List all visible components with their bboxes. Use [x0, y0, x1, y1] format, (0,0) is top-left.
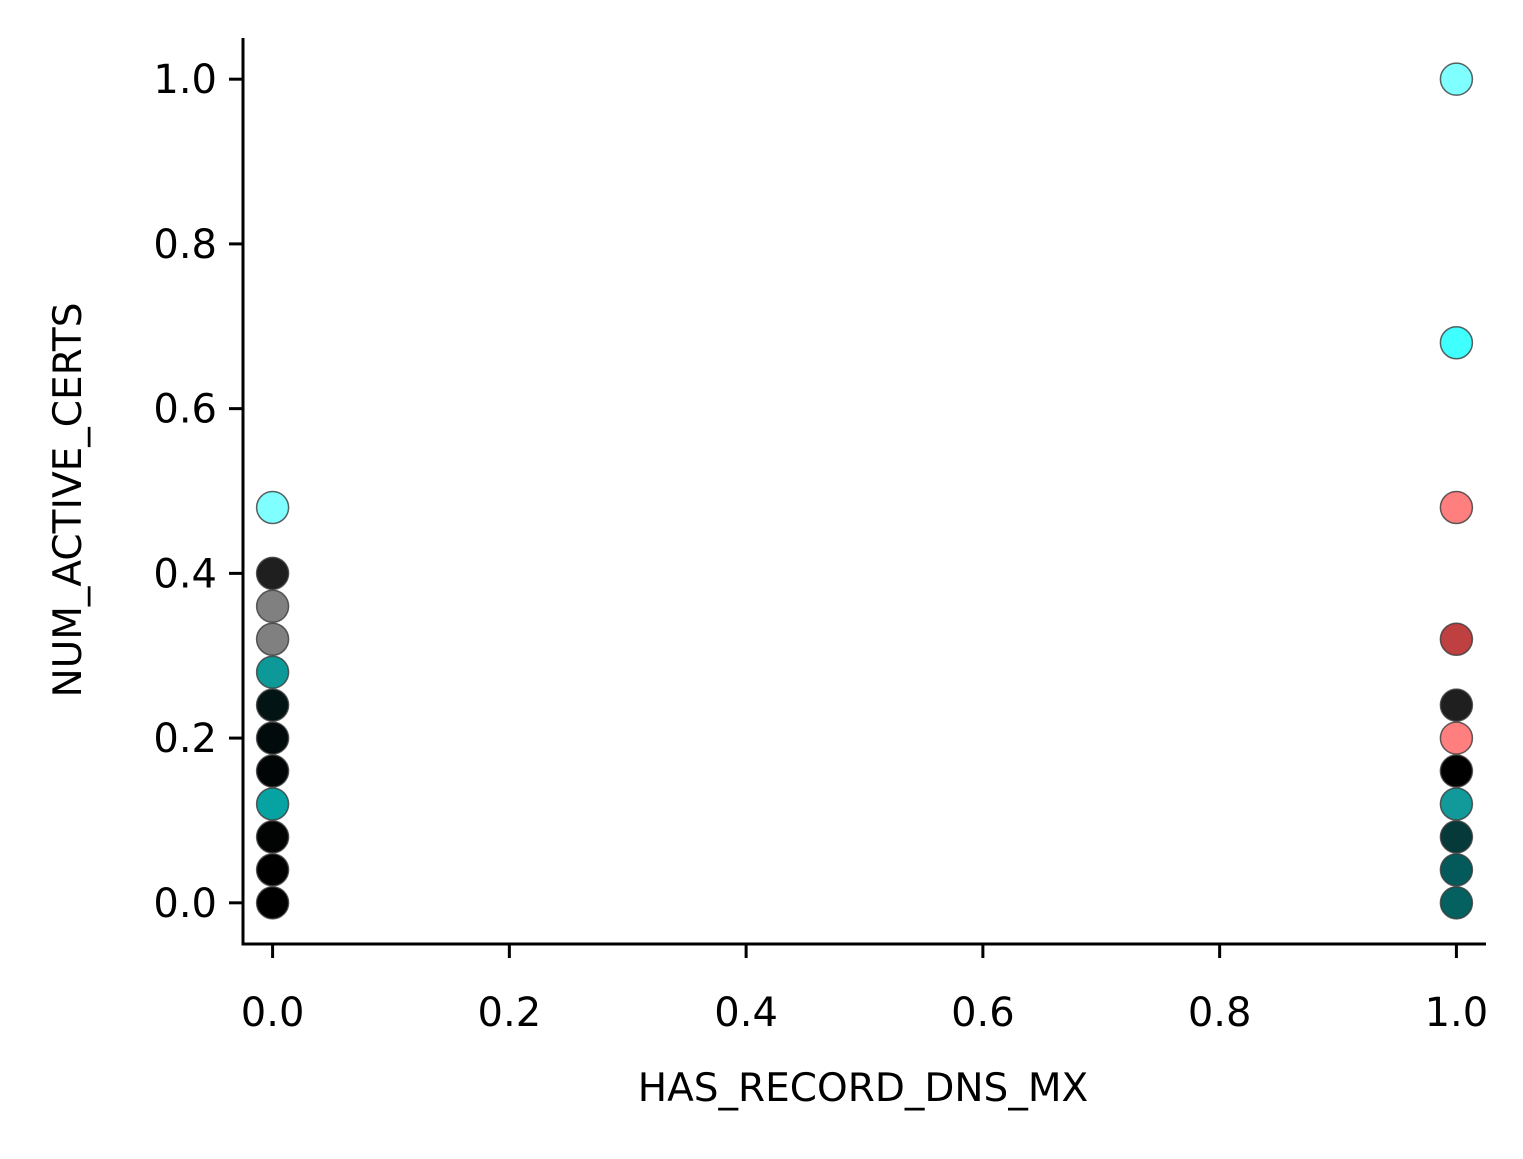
scatter-point — [1439, 853, 1474, 887]
x-axis-label: HAS_RECORD_DNS_MX — [638, 1066, 1088, 1111]
scatter-point — [1439, 721, 1474, 755]
x-tick-label: 0.6 — [951, 990, 1015, 1036]
x-tick-label: 0.8 — [1188, 990, 1252, 1036]
scatter-point — [255, 886, 290, 920]
scatter-point — [1439, 820, 1474, 854]
scatter-point — [255, 721, 290, 755]
scatter-point — [1439, 886, 1474, 920]
y-tick-label: 0.4 — [153, 551, 217, 597]
scatter-point — [255, 787, 290, 821]
scatter-point — [255, 490, 290, 525]
scatter-point — [1439, 490, 1474, 525]
scatter-point — [1439, 622, 1474, 657]
scatter-point — [1439, 325, 1474, 360]
scatter-point — [255, 820, 290, 854]
scatter-point — [1439, 754, 1474, 788]
y-axis-ticks: 0.0 0.2 0.4 0.6 0.8 1.0 — [153, 57, 243, 927]
scatter-point — [255, 556, 290, 591]
x-axis-ticks: 0.0 0.2 0.4 0.6 0.8 1.0 — [241, 944, 1488, 1036]
y-tick-label: 0.2 — [153, 716, 217, 762]
scatter-point — [255, 622, 290, 657]
scatter-point — [255, 688, 290, 722]
x-tick-label: 0.2 — [478, 990, 542, 1036]
scatter-point — [255, 589, 290, 624]
scatter-point — [1439, 787, 1474, 821]
y-tick-label: 0.8 — [153, 222, 217, 268]
x-tick-label: 0.4 — [714, 990, 778, 1036]
scatter-point — [255, 655, 290, 689]
scatter-point — [255, 754, 290, 788]
x-tick-label: 0.0 — [241, 990, 305, 1036]
scatter-point — [1439, 62, 1474, 96]
y-tick-label: 1.0 — [153, 57, 217, 103]
y-tick-label: 0.0 — [153, 881, 217, 927]
scatter-point — [255, 853, 290, 887]
x-tick-label: 1.0 — [1425, 990, 1489, 1036]
data-points — [255, 62, 1474, 920]
y-tick-label: 0.6 — [153, 387, 217, 433]
scatter-point — [1439, 688, 1474, 722]
y-axis-label: NUM_ACTIVE_CERTS — [46, 303, 91, 698]
